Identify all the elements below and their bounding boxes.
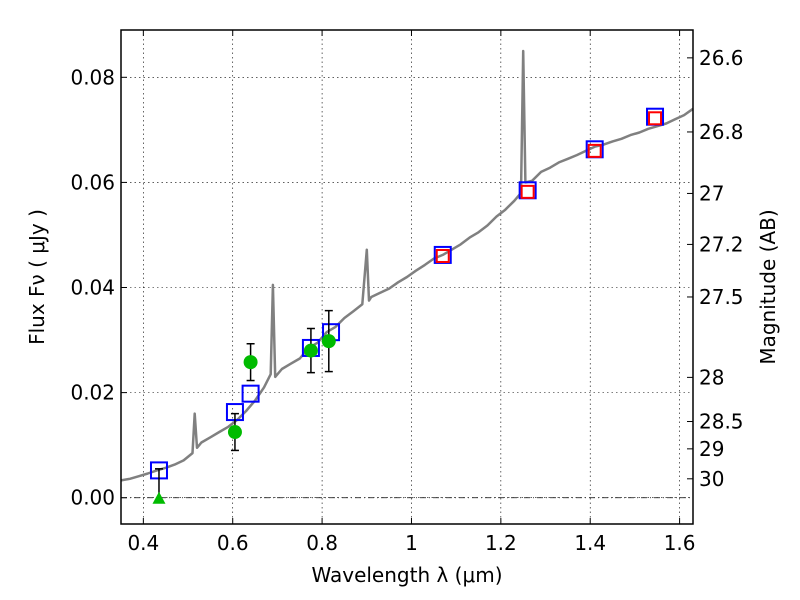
observed-flux-point <box>303 343 318 358</box>
y-tick-label: 0.02 <box>70 381 115 405</box>
x-tick-label: 1 <box>405 531 418 555</box>
observed-flux-point <box>227 425 242 440</box>
plot-frame <box>120 29 694 525</box>
x-tick-label: 1.6 <box>664 531 696 555</box>
upper-limit-point <box>152 491 166 504</box>
y-tick-label: 0.08 <box>70 65 115 89</box>
observed-flux-point <box>243 355 258 370</box>
right-tick-label: 26.8 <box>699 120 744 144</box>
x-tick-label: 0.6 <box>217 531 249 555</box>
right-tick-label: 26.6 <box>699 46 744 70</box>
y-tick-label: 0.00 <box>70 486 115 510</box>
right-tick-label: 27.2 <box>699 232 744 256</box>
right-tick-label: 28 <box>699 365 724 389</box>
model-mag-point <box>435 248 450 263</box>
right-tick-label: 27.5 <box>699 285 744 309</box>
y-axis-label: Flux Fν ( μJy ) <box>25 209 49 345</box>
right-tick-label: 29 <box>699 437 724 461</box>
right-tick-label: 27 <box>699 181 724 205</box>
x-tick-label: 0.8 <box>306 531 338 555</box>
model-mag-point <box>520 184 535 199</box>
x-tick-label: 1.4 <box>574 531 606 555</box>
y-axis-right-label: Magnitude (AB) <box>756 209 780 364</box>
x-axis-label: Wavelength λ (μm) <box>311 563 502 587</box>
spectrum-line <box>120 49 694 482</box>
x-tick-label: 0.4 <box>127 531 159 555</box>
observed-flux-point <box>321 334 336 349</box>
model-mag-point <box>648 111 663 126</box>
y-tick-label: 0.06 <box>70 170 115 194</box>
y-tick-label: 0.04 <box>70 276 115 300</box>
photometry-point <box>241 384 260 403</box>
ticks: 0.4 0.6 0.8 1 1.2 1.4 1.6 0.00 0.02 0.04 0.06 0.08 2… <box>70 30 744 555</box>
model-mag-point <box>587 143 602 158</box>
x-tick-label: 1.2 <box>485 531 517 555</box>
right-tick-label: 28.5 <box>699 410 744 434</box>
right-tick-label: 30 <box>699 467 724 491</box>
plot-area <box>120 49 694 504</box>
